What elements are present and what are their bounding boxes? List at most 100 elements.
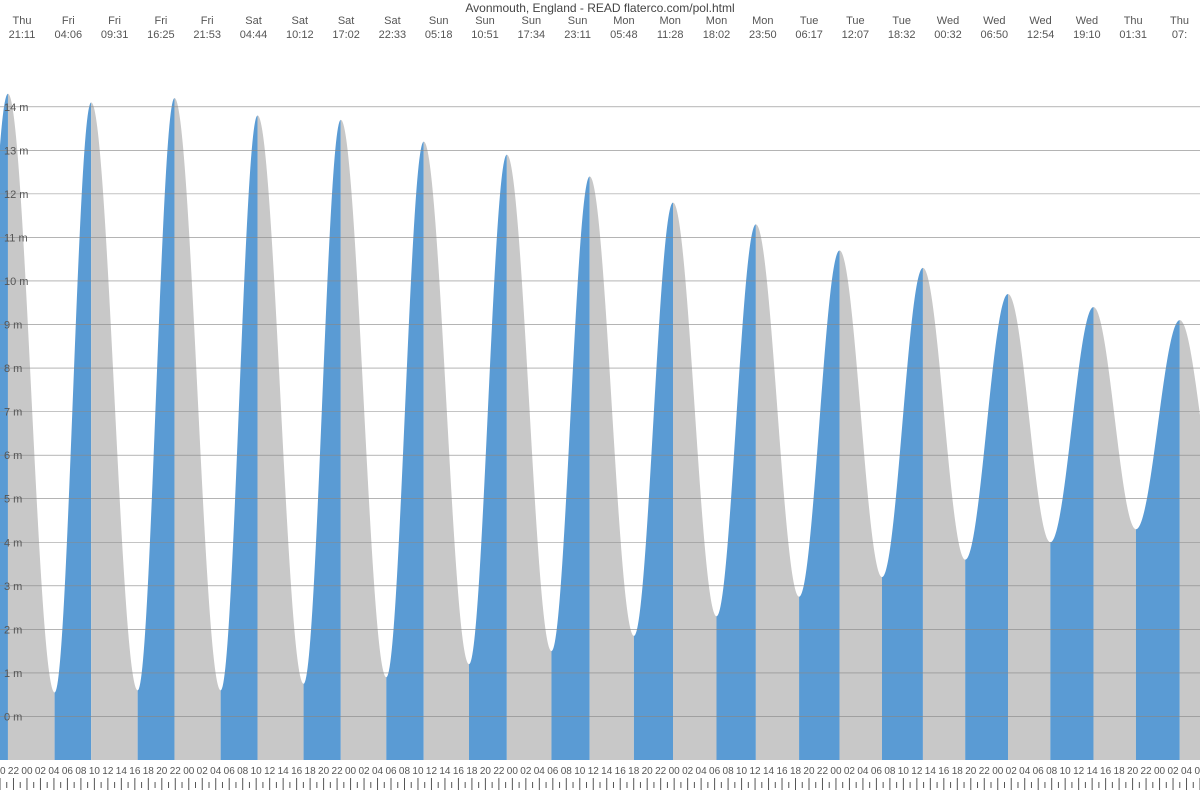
svg-text:10: 10 [89,766,101,777]
svg-text:12: 12 [102,766,114,777]
svg-text:10: 10 [251,766,263,777]
svg-text:Fri: Fri [154,15,167,27]
svg-text:14: 14 [439,766,451,777]
svg-text:Tue: Tue [846,15,865,27]
svg-text:04: 04 [1181,766,1193,777]
svg-text:22: 22 [332,766,344,777]
svg-text:18:02: 18:02 [703,29,731,41]
svg-text:08: 08 [75,766,87,777]
svg-text:23:11: 23:11 [564,29,591,41]
svg-text:10: 10 [574,766,586,777]
svg-text:02: 02 [197,766,209,777]
svg-text:21:11: 21:11 [9,29,36,41]
svg-text:02: 02 [682,766,694,777]
svg-text:Sun: Sun [568,15,588,27]
svg-text:10:12: 10:12 [286,29,314,41]
svg-text:21:53: 21:53 [193,29,221,41]
svg-text:14: 14 [1087,766,1099,777]
svg-text:05:48: 05:48 [610,29,638,41]
svg-text:22:33: 22:33 [379,29,407,41]
svg-text:18: 18 [1114,766,1126,777]
svg-text:01:31: 01:31 [1119,29,1147,41]
svg-text:Fri: Fri [62,15,75,27]
svg-text:22: 22 [817,766,829,777]
svg-text:06: 06 [871,766,883,777]
svg-text:00: 00 [830,766,842,777]
svg-text:02: 02 [358,766,370,777]
svg-text:20: 20 [803,766,815,777]
svg-text:18: 18 [466,766,478,777]
svg-text:10:51: 10:51 [471,29,499,41]
svg-text:09:31: 09:31 [101,29,129,41]
svg-text:10: 10 [898,766,910,777]
svg-text:00: 00 [21,766,33,777]
svg-text:Wed: Wed [983,15,1005,27]
svg-text:20: 20 [480,766,492,777]
svg-text:16: 16 [938,766,950,777]
svg-text:20: 20 [1127,766,1139,777]
svg-text:02: 02 [520,766,532,777]
svg-text:18: 18 [628,766,640,777]
svg-text:2 m: 2 m [4,624,22,636]
svg-text:20: 20 [965,766,977,777]
svg-text:22: 22 [170,766,182,777]
svg-text:16: 16 [453,766,465,777]
svg-text:14: 14 [763,766,775,777]
svg-text:08: 08 [1046,766,1058,777]
svg-text:22: 22 [979,766,991,777]
svg-text:06: 06 [709,766,721,777]
svg-text:00: 00 [1154,766,1166,777]
svg-text:Sat: Sat [384,15,401,27]
svg-text:18:32: 18:32 [888,29,916,41]
svg-text:22: 22 [1141,766,1153,777]
svg-text:18: 18 [790,766,802,777]
svg-text:04: 04 [857,766,869,777]
svg-text:Tue: Tue [892,15,911,27]
svg-text:Thu: Thu [13,15,32,27]
svg-text:5 m: 5 m [4,494,22,506]
svg-text:Fri: Fri [201,15,214,27]
svg-text:6 m: 6 m [4,450,22,462]
svg-text:18: 18 [143,766,155,777]
svg-text:10: 10 [412,766,424,777]
svg-text:02: 02 [844,766,856,777]
svg-text:Avonmouth, England - READ flat: Avonmouth, England - READ flaterco.com/p… [465,1,734,15]
svg-text:04:44: 04:44 [240,29,268,41]
svg-text:17:34: 17:34 [518,29,546,41]
svg-text:22: 22 [655,766,667,777]
svg-text:22: 22 [493,766,505,777]
svg-text:08: 08 [561,766,573,777]
svg-text:12: 12 [1073,766,1085,777]
svg-text:04: 04 [534,766,546,777]
svg-text:11 m: 11 m [4,232,28,244]
svg-text:20: 20 [156,766,168,777]
svg-text:12: 12 [588,766,600,777]
svg-text:06: 06 [547,766,559,777]
svg-text:04: 04 [372,766,384,777]
svg-text:06: 06 [1194,766,1200,777]
svg-text:05:18: 05:18 [425,29,453,41]
svg-text:00: 00 [183,766,195,777]
svg-text:02: 02 [1006,766,1018,777]
svg-text:12: 12 [426,766,438,777]
svg-text:17:02: 17:02 [332,29,360,41]
svg-text:Mon: Mon [706,15,727,27]
svg-text:20: 20 [318,766,330,777]
svg-text:8 m: 8 m [4,363,22,375]
svg-text:7 m: 7 m [4,407,22,419]
svg-text:Tue: Tue [800,15,819,27]
svg-text:Sat: Sat [292,15,309,27]
svg-text:12 m: 12 m [4,189,28,201]
svg-text:06:50: 06:50 [981,29,1009,41]
svg-text:Mon: Mon [752,15,773,27]
svg-text:02: 02 [1167,766,1179,777]
svg-text:16: 16 [776,766,788,777]
svg-text:04: 04 [696,766,708,777]
svg-text:07:: 07: [1172,29,1187,41]
svg-text:Wed: Wed [1076,15,1098,27]
svg-text:12: 12 [264,766,276,777]
svg-text:Thu: Thu [1170,15,1189,27]
svg-text:Mon: Mon [613,15,634,27]
svg-text:10: 10 [1060,766,1072,777]
svg-text:12: 12 [911,766,923,777]
